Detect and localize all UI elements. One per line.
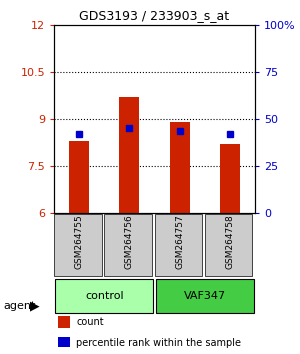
Bar — [69, 141, 89, 213]
FancyBboxPatch shape — [54, 214, 102, 276]
Text: ▶: ▶ — [30, 300, 40, 313]
FancyBboxPatch shape — [154, 214, 202, 276]
Text: agent: agent — [3, 301, 35, 311]
Text: percentile rank within the sample: percentile rank within the sample — [76, 338, 241, 348]
FancyBboxPatch shape — [205, 214, 253, 276]
Bar — [58, 316, 70, 327]
Text: GSM264755: GSM264755 — [75, 214, 84, 269]
Bar — [58, 337, 70, 349]
Bar — [220, 144, 240, 213]
Bar — [119, 97, 140, 213]
Text: GSM264757: GSM264757 — [175, 214, 184, 269]
FancyBboxPatch shape — [55, 279, 154, 313]
Text: control: control — [85, 291, 124, 301]
Text: VAF347: VAF347 — [184, 291, 226, 301]
Text: GSM264758: GSM264758 — [225, 214, 234, 269]
FancyBboxPatch shape — [104, 214, 152, 276]
FancyBboxPatch shape — [155, 279, 254, 313]
Title: GDS3193 / 233903_s_at: GDS3193 / 233903_s_at — [80, 9, 230, 22]
Text: GSM264756: GSM264756 — [125, 214, 134, 269]
Text: count: count — [76, 317, 104, 327]
Bar — [169, 122, 190, 213]
